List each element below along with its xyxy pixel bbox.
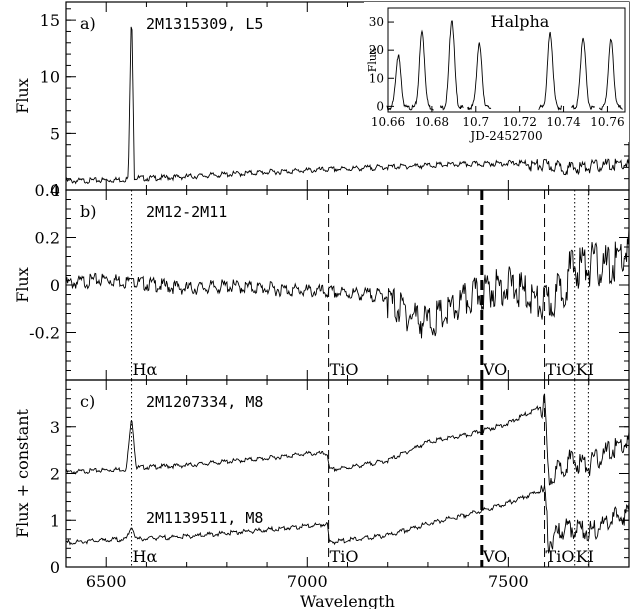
y-axis-label: Flux + constant xyxy=(13,408,32,538)
inset-x-tick-label: 10.68 xyxy=(415,115,449,129)
inset-peak xyxy=(538,31,563,111)
panel-label: c) xyxy=(80,392,95,411)
inset-y-tick-label: 0 xyxy=(376,99,384,113)
line-marker-label: VO xyxy=(482,360,507,379)
panel-annotation: 2M12-2M11 xyxy=(146,203,227,221)
inset-frame xyxy=(387,7,626,113)
inset-y-tick-label: 20 xyxy=(369,43,384,57)
inset-x-tick-label: 10.74 xyxy=(546,115,581,129)
line-marker-label: Hα xyxy=(133,547,158,566)
line-marker-label: TiO xyxy=(330,360,359,379)
line-marker-label: TiO xyxy=(330,547,359,566)
inset-y-tick-label: 10 xyxy=(369,71,384,85)
inset-peak xyxy=(439,20,464,111)
y-tick-label: 15 xyxy=(40,11,60,30)
y-tick-label: 5 xyxy=(50,124,60,143)
inset-peak xyxy=(571,37,596,110)
panel-c: 0 1 2 3 6500 7000 7500 Flux + constant Wavelengt… xyxy=(13,379,630,609)
inset-x-tick-label: 10.76 xyxy=(590,115,624,129)
x-tick-label: 7000 xyxy=(287,572,328,591)
y-tick-label: 2 xyxy=(50,465,60,484)
y-tick-label: 0 xyxy=(50,558,60,577)
spectrum-line xyxy=(66,485,629,554)
line-marker-label: VO xyxy=(482,547,507,566)
y-tick-label: 0 xyxy=(50,181,60,200)
y-tick-label: 3 xyxy=(50,418,60,437)
inset-background xyxy=(364,2,629,142)
x-tick-label: 6500 xyxy=(86,572,127,591)
y-tick-label: 0.4 xyxy=(35,181,60,200)
y-axis-label: Flux xyxy=(13,78,32,114)
line-marker-label: TiO xyxy=(546,547,575,566)
line-marker-label: KI xyxy=(576,360,594,379)
x-axis-label: Wavelength xyxy=(300,592,395,609)
y-tick-label: -0.2 xyxy=(29,324,60,343)
line-marker-label: TiO xyxy=(546,360,575,379)
x-tick-label: 7500 xyxy=(488,572,529,591)
inset-title: Halpha xyxy=(491,12,550,31)
line-marker-label: Hα xyxy=(133,360,158,379)
y-tick-label: 1 xyxy=(50,511,60,530)
spectrum-line xyxy=(66,26,629,185)
inset-peak xyxy=(386,54,411,111)
inset-x-tick-label: 10.72 xyxy=(502,115,536,129)
halpha-inset: Halpha Flux JD-2452700 10.66 10.68 10.7 10.72 1… xyxy=(364,2,629,143)
inset-y-label: Flux xyxy=(366,47,379,72)
y-tick-label: 10 xyxy=(40,68,60,87)
spectrum-line xyxy=(66,393,629,486)
inset-y-tick-label: 30 xyxy=(369,15,384,29)
inset-peak xyxy=(599,38,623,111)
y-axis-label: Flux xyxy=(13,267,32,303)
y-tick-label: 0 xyxy=(50,276,60,295)
series-label: 2M1207334, M8 xyxy=(146,393,263,411)
panel-annotation: 2M1315309, L5 xyxy=(146,15,263,33)
y-tick-label: 0.2 xyxy=(35,229,60,248)
inset-peak xyxy=(467,42,492,111)
panel-label: a) xyxy=(80,14,96,33)
inset-x-tick-label: 10.7 xyxy=(462,115,489,129)
spectrum-line xyxy=(66,227,629,339)
panel-label: b) xyxy=(80,202,96,221)
inset-peak xyxy=(409,29,434,111)
inset-x-tick-label: 10.66 xyxy=(371,115,405,129)
line-marker-label: KI xyxy=(576,547,594,566)
inset-x-label: JD-2452700 xyxy=(468,129,542,143)
series-label: 2M1139511, M8 xyxy=(146,509,263,527)
